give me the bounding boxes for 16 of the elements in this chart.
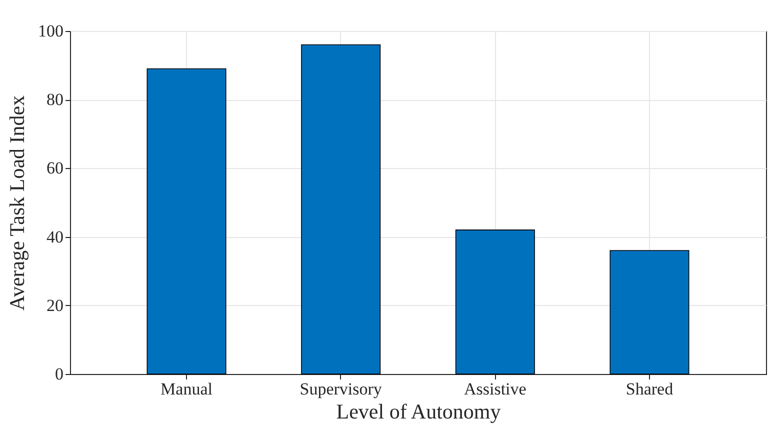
y-tick-label: 40 (46, 227, 64, 246)
y-tick-label: 60 (46, 158, 64, 178)
bar (301, 44, 381, 374)
x-tick-label: Shared (626, 380, 674, 398)
bar (455, 230, 535, 374)
y-axis-title: Average Task Load Index (5, 94, 29, 311)
x-tick-label: Assistive (464, 380, 526, 398)
y-tick-label: 20 (46, 296, 64, 315)
x-tick-label: Manual (160, 380, 213, 398)
bar (146, 68, 226, 374)
bar (610, 250, 690, 374)
x-tick-label: Supervisory (300, 380, 382, 398)
y-tick-label: 0 (55, 364, 64, 384)
x-axis-title: Level of Autonomy (336, 400, 502, 424)
y-tick-label: 80 (46, 90, 64, 110)
y-tick-label: 100 (38, 22, 64, 40)
